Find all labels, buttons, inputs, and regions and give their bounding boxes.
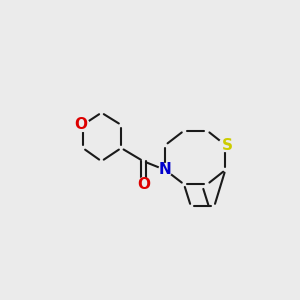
Circle shape: [137, 178, 150, 191]
Text: O: O: [74, 117, 88, 132]
Text: O: O: [137, 177, 150, 192]
Circle shape: [159, 164, 172, 176]
Circle shape: [76, 118, 89, 131]
Text: N: N: [159, 163, 172, 178]
Circle shape: [219, 139, 232, 152]
Text: S: S: [222, 137, 233, 152]
